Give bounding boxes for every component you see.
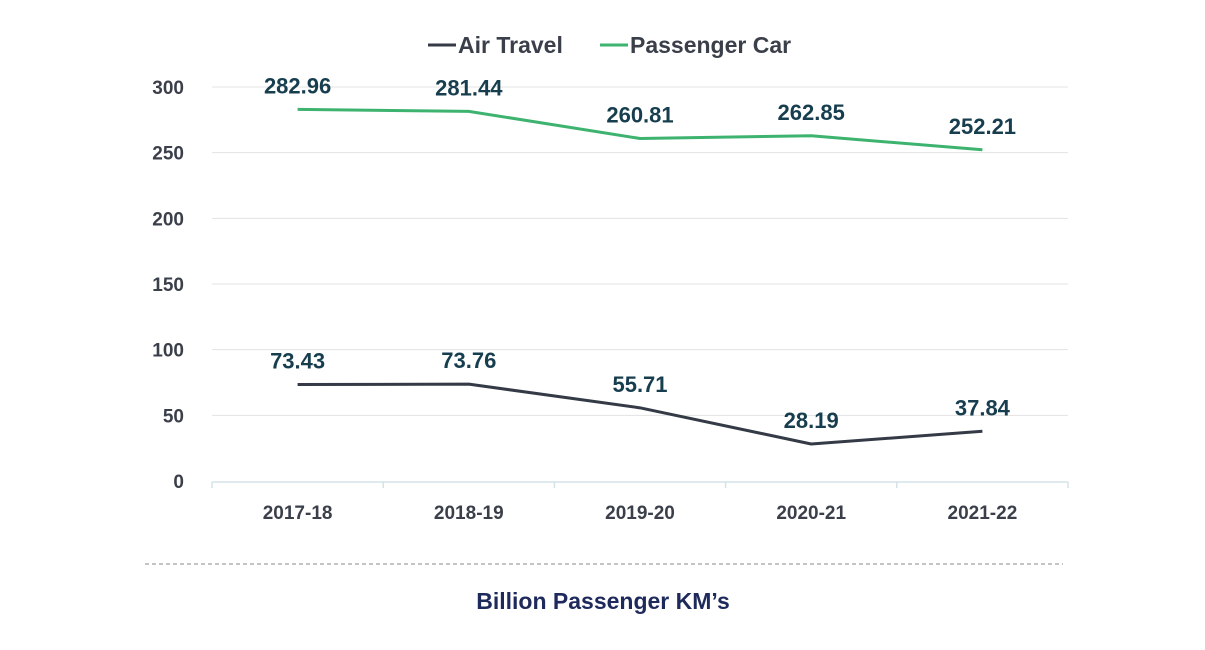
data-label-passenger-car: 281.44 — [435, 75, 503, 100]
data-label-passenger-car: 262.85 — [778, 100, 845, 125]
data-label-air-travel: 37.84 — [955, 395, 1011, 420]
legend-label-passenger-car: Passenger Car — [630, 32, 791, 58]
y-tick-label: 100 — [152, 341, 184, 362]
legend: Air Travel Passenger Car — [428, 32, 791, 58]
x-axis: 2017-18 2018-19 2019-20 2020-21 2021-22 — [211, 481, 1069, 524]
x-tick-label: 2020-21 — [776, 503, 846, 524]
data-label-air-travel: 55.71 — [612, 372, 667, 397]
y-tick-label: 150 — [152, 275, 184, 296]
data-labels: 73.43 73.76 55.71 28.19 37.84 282.96 281.44 260… — [264, 73, 1016, 433]
x-tick-label: 2018-19 — [434, 503, 504, 524]
y-tick-label: 200 — [152, 209, 184, 230]
gridlines — [212, 86, 1068, 416]
data-label-air-travel: 73.43 — [270, 349, 325, 374]
y-tick-label: 0 — [173, 472, 184, 493]
x-tick-label: 2019-20 — [605, 503, 675, 524]
legend-label-air-travel: Air Travel — [458, 32, 563, 58]
x-tick-label: 2017-18 — [263, 503, 333, 524]
data-label-air-travel: 28.19 — [784, 408, 839, 433]
chart-caption: Billion Passenger KM’s — [476, 588, 730, 614]
data-label-air-travel: 73.76 — [441, 348, 496, 373]
series-lines — [297, 107, 983, 446]
y-tick-label: 300 — [152, 78, 184, 99]
y-tick-label: 250 — [152, 144, 184, 165]
data-label-passenger-car: 282.96 — [264, 73, 331, 98]
data-label-passenger-car: 260.81 — [606, 102, 673, 127]
x-tick-label: 2021-22 — [948, 503, 1018, 524]
y-tick-label: 50 — [163, 406, 184, 427]
data-label-passenger-car: 252.21 — [949, 114, 1016, 139]
y-axis-ticks: 0 50 100 150 200 250 300 — [152, 78, 184, 493]
